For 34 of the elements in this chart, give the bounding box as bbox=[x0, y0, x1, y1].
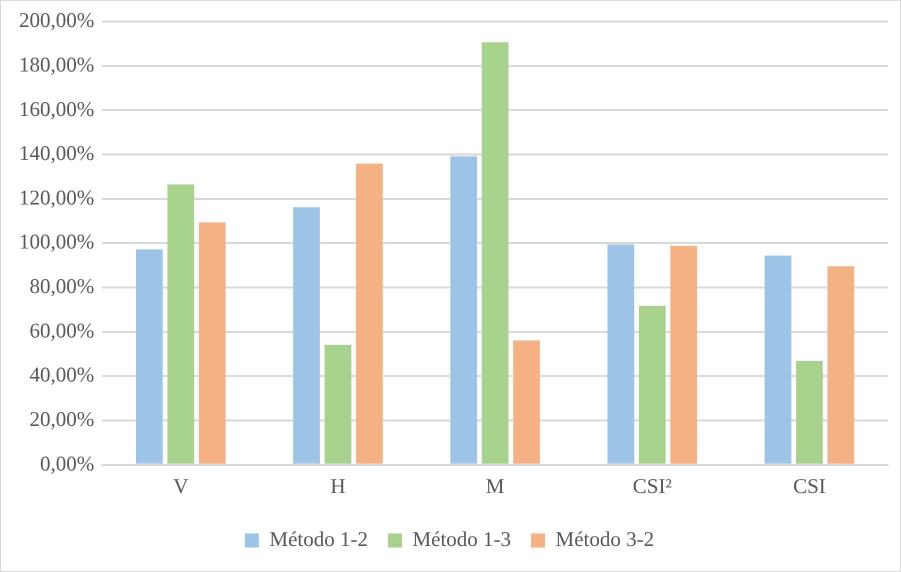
x-tick-label: CSI² bbox=[632, 474, 672, 498]
legend-label: Método 3-2 bbox=[556, 527, 654, 552]
y-tick-label: 180,00% bbox=[18, 52, 94, 76]
bar bbox=[167, 184, 194, 464]
x-tick-label: M bbox=[486, 474, 505, 498]
bar bbox=[136, 249, 163, 464]
bar bbox=[796, 360, 823, 464]
bar bbox=[638, 306, 666, 464]
bar bbox=[670, 246, 698, 464]
y-tick-label: 40,00% bbox=[29, 362, 94, 387]
y-tick-label: 0,00% bbox=[40, 451, 94, 476]
x-tick-label: CSI bbox=[793, 474, 826, 498]
y-tick-label: 100,00% bbox=[18, 230, 94, 254]
y-tick-label: 20,00% bbox=[29, 406, 94, 431]
y-tick-label: 140,00% bbox=[18, 141, 94, 166]
y-tick-label: 200,00% bbox=[18, 8, 94, 32]
bar bbox=[513, 340, 540, 464]
y-tick-label: 60,00% bbox=[29, 318, 94, 342]
y-tick-label: 120,00% bbox=[18, 185, 94, 210]
bar bbox=[324, 344, 352, 464]
bar bbox=[198, 222, 226, 464]
legend-label: Método 1-3 bbox=[412, 527, 512, 552]
bar bbox=[482, 42, 508, 464]
bar bbox=[293, 207, 320, 464]
bar bbox=[827, 266, 854, 464]
bar bbox=[356, 164, 383, 464]
bar bbox=[450, 156, 478, 464]
x-tick-label: V bbox=[173, 474, 188, 498]
bar bbox=[764, 256, 792, 464]
bar bbox=[607, 244, 634, 464]
y-tick-label: 160,00% bbox=[18, 96, 94, 121]
legend-label: Método 1-2 bbox=[269, 527, 368, 552]
x-tick-label: H bbox=[330, 474, 346, 498]
y-tick-label: 80,00% bbox=[29, 274, 94, 298]
